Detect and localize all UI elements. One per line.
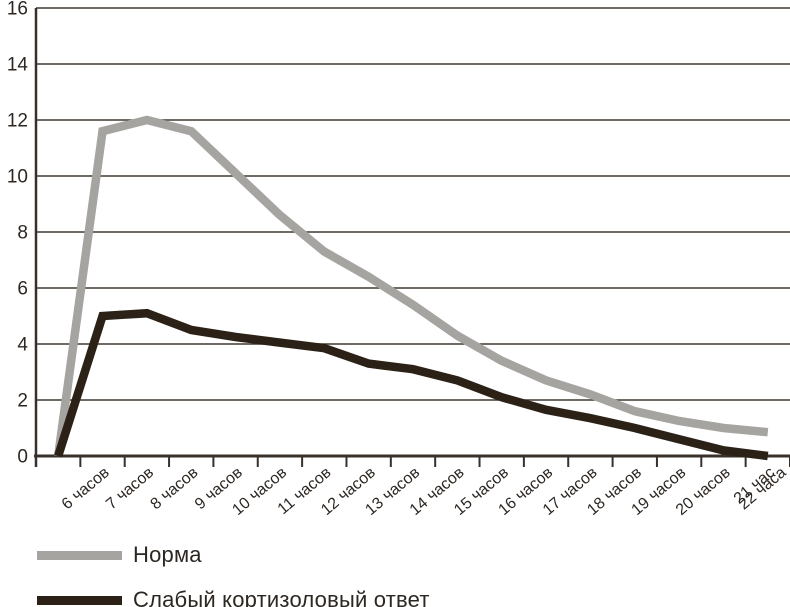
y-axis-label: 8 bbox=[17, 223, 28, 244]
y-axis-label: 4 bbox=[17, 335, 28, 356]
x-axis-label: 7 часов bbox=[103, 464, 157, 513]
legend-swatch-norma bbox=[37, 550, 122, 560]
y-axis-label: 16 bbox=[7, 0, 28, 20]
chart-legend: Норма Слабый кортизоловый ответ bbox=[37, 542, 430, 607]
legend-swatch-weak-cortisol bbox=[37, 595, 122, 605]
series-line-0 bbox=[53, 115, 769, 457]
y-axis-label: 14 bbox=[7, 55, 29, 76]
y-axis-label: 12 bbox=[7, 111, 28, 132]
legend-label-norma: Норма bbox=[133, 542, 202, 567]
y-axis-label: 6 bbox=[17, 279, 28, 300]
legend-label-weak-cortisol: Слабый кортизоловый ответ bbox=[133, 587, 430, 607]
legend-item-weak-cortisol: Слабый кортизоловый ответ bbox=[37, 587, 430, 607]
x-axis-label: 8 часов bbox=[148, 464, 202, 513]
x-axis-label: 6 часов bbox=[59, 464, 113, 513]
series-line-1 bbox=[54, 308, 769, 461]
y-axis-label: 2 bbox=[17, 391, 28, 412]
legend-item-norma: Норма bbox=[37, 542, 430, 568]
y-axis-label: 0 bbox=[17, 447, 28, 468]
y-axis-label: 10 bbox=[7, 167, 28, 188]
